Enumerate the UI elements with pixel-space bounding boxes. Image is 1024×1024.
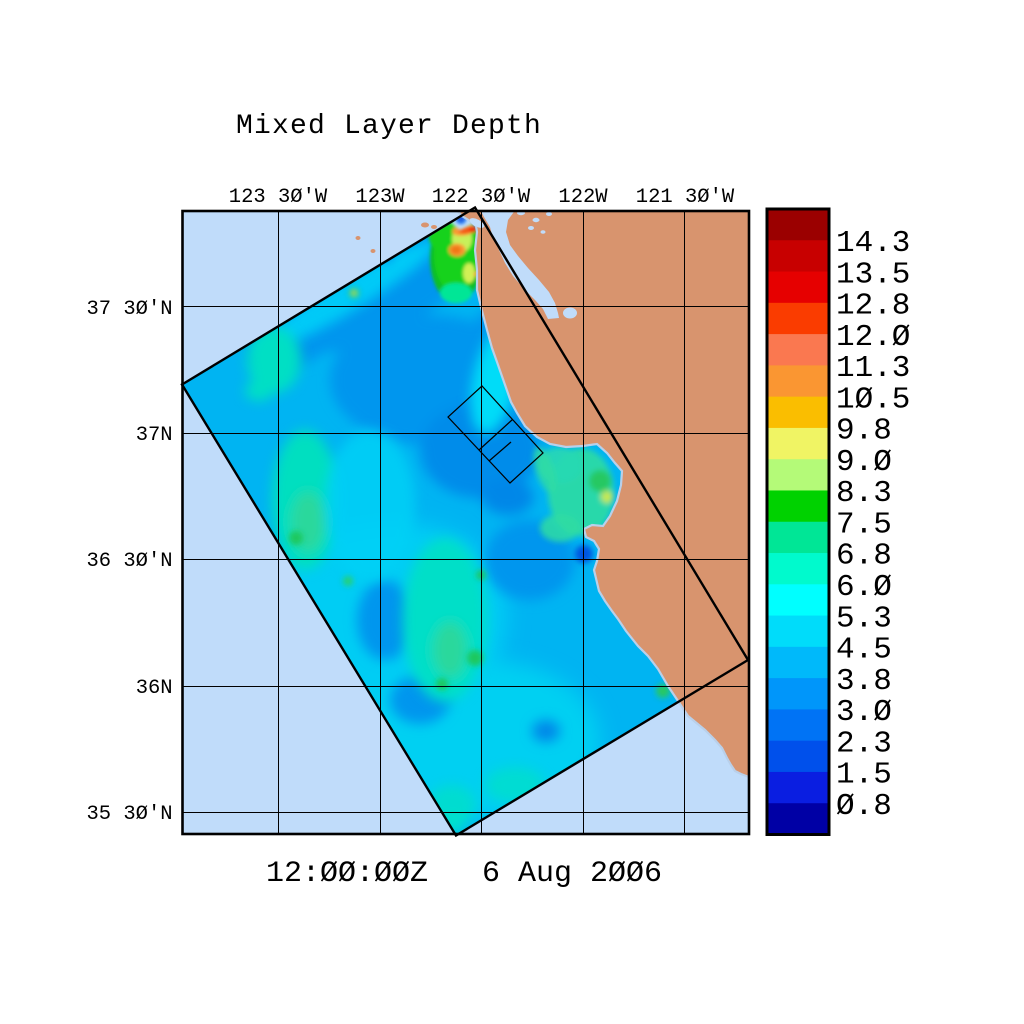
svg-text:2.3: 2.3 [836,726,892,761]
svg-text:37 3Ø'N: 37 3Ø'N [86,298,172,321]
svg-text:6.Ø: 6.Ø [836,570,892,605]
svg-text:37N: 37N [136,424,173,447]
svg-text:8.3: 8.3 [836,476,892,511]
svg-text:6.8: 6.8 [836,539,892,574]
svg-text:7.5: 7.5 [836,507,892,542]
svg-text:121 3Ø'W: 121 3Ø'W [636,186,735,209]
svg-text:11.3: 11.3 [836,351,910,386]
svg-text:Ø.8: Ø.8 [836,789,892,824]
svg-text:Mixed Layer Depth: Mixed Layer Depth [236,111,542,142]
svg-text:123 3Ø'W: 123 3Ø'W [229,186,328,209]
svg-text:13.5: 13.5 [836,257,910,292]
svg-text:9.8: 9.8 [836,414,892,449]
svg-text:14.3: 14.3 [836,226,910,261]
svg-text:4.5: 4.5 [836,633,892,668]
svg-text:1.5: 1.5 [836,758,892,793]
svg-text:1Ø.5: 1Ø.5 [836,382,910,417]
svg-text:35 3Ø'N: 35 3Ø'N [86,803,172,826]
svg-text:12.Ø: 12.Ø [836,320,910,355]
svg-text:12.8: 12.8 [836,289,910,324]
svg-text:122 3Ø'W: 122 3Ø'W [432,186,531,209]
svg-text:36N: 36N [136,677,173,700]
svg-text:9.Ø: 9.Ø [836,445,892,480]
svg-text:123W: 123W [355,186,405,209]
svg-text:3.Ø: 3.Ø [836,695,892,730]
svg-text:122W: 122W [558,186,608,209]
svg-text:12:ØØ:ØØZ 6 Aug 2ØØ6: 12:ØØ:ØØZ 6 Aug 2ØØ6 [266,857,662,891]
svg-text:5.3: 5.3 [836,601,892,636]
svg-text:36 3Ø'N: 36 3Ø'N [86,550,172,573]
svg-text:3.8: 3.8 [836,664,892,699]
